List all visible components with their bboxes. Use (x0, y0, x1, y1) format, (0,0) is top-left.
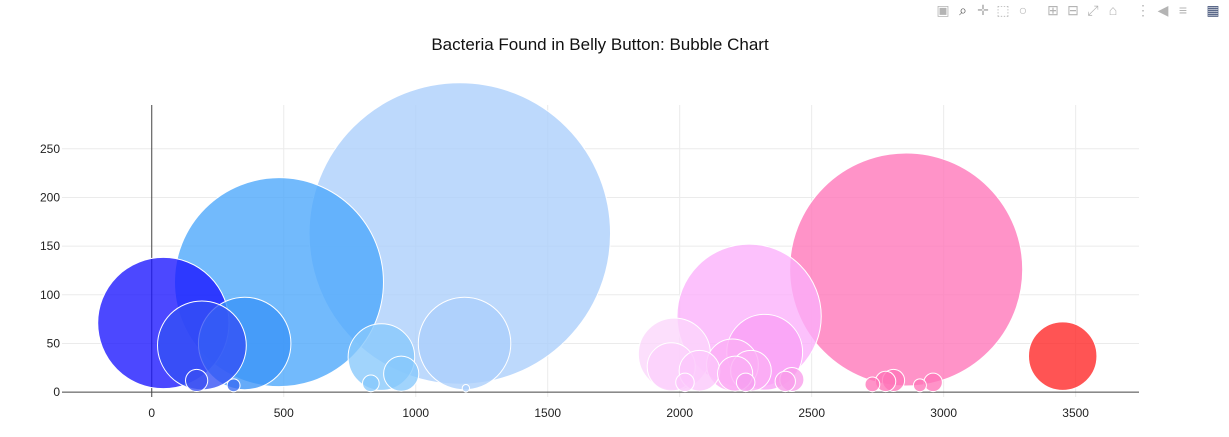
bubble-layer (97, 82, 1098, 393)
pan-icon[interactable]: ✛ (977, 1, 989, 18)
modebar: ▣ ⌕ ✛ ⬚ ○ ⊞ ⊟ ⤢ ⌂ ⋮ ◀ ≡ ▦ (933, 0, 1223, 20)
bubble-point[interactable] (185, 368, 209, 393)
bubble-point[interactable] (774, 370, 796, 393)
reset-axes-icon[interactable]: ⌂ (1108, 2, 1118, 18)
bubble-point[interactable] (923, 372, 943, 393)
x-tick-label: 1000 (402, 406, 429, 420)
autoscale-icon[interactable]: ⤢ (1087, 1, 1099, 18)
tick-layer: 0 500 1000 1500 2000 2500 3000 3500 0 50 100 150 200… (40, 142, 1089, 420)
bubble-point[interactable] (362, 374, 380, 393)
x-tick-label: 0 (148, 406, 155, 420)
box-select-icon[interactable]: ⬚ (996, 1, 1010, 18)
bubble-point[interactable] (1027, 321, 1098, 391)
x-tick-label: 2500 (798, 406, 825, 420)
bubble-point[interactable] (789, 152, 1024, 387)
x-tick-label: 2000 (666, 406, 693, 420)
hover-closest-icon[interactable]: ◀ (1157, 1, 1169, 18)
hover-compare-icon[interactable]: ≡ (1178, 2, 1188, 18)
bubble-point[interactable] (461, 384, 471, 393)
y-tick-label: 200 (40, 190, 60, 204)
spike-lines-icon[interactable]: ⋮ (1136, 1, 1150, 18)
y-tick-label: 150 (40, 239, 60, 253)
camera-icon[interactable]: ▣ (936, 1, 950, 18)
bubble-point[interactable] (912, 378, 927, 393)
zoom-icon[interactable]: ⌕ (959, 1, 967, 18)
bubble-point[interactable] (417, 296, 512, 391)
x-tick-label: 1500 (534, 406, 561, 420)
zoom-in-icon[interactable]: ⊞ (1047, 1, 1059, 18)
x-tick-label: 3000 (930, 406, 957, 420)
bubble-point[interactable] (226, 378, 241, 393)
plotly-logo-icon[interactable]: ▦ (1206, 1, 1220, 18)
bubble-point[interactable] (383, 355, 420, 392)
y-tick-label: 100 (40, 288, 60, 302)
y-tick-label: 250 (40, 142, 60, 156)
x-tick-label: 500 (274, 406, 294, 420)
bubble-point[interactable] (735, 372, 756, 393)
bubble-point[interactable] (675, 372, 695, 393)
y-tick-label: 50 (47, 336, 61, 350)
bubble-point[interactable] (864, 376, 881, 393)
chart-title: Bacteria Found in Belly Button: Bubble C… (431, 35, 769, 54)
zoom-out-icon[interactable]: ⊟ (1067, 1, 1079, 18)
x-tick-label: 3500 (1062, 406, 1089, 420)
y-tick-label: 0 (53, 385, 60, 399)
lasso-icon[interactable]: ○ (1018, 2, 1028, 18)
